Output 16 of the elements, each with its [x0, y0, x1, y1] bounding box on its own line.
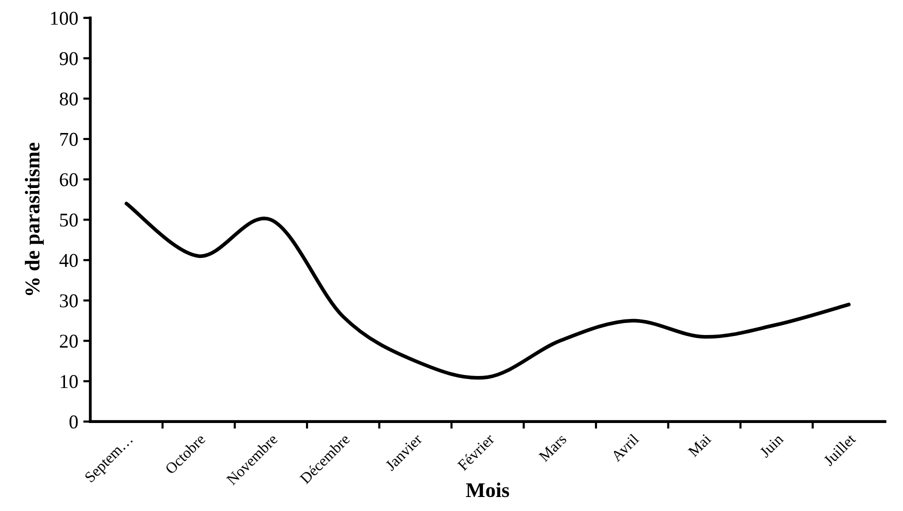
y-tick-label: 60	[60, 173, 78, 186]
y-tick-label: 50	[60, 214, 78, 227]
line-series	[124, 202, 851, 380]
x-tick-label: Juin	[759, 433, 784, 458]
y-tick-label: 40	[59, 254, 78, 268]
y-tick-label: 70	[60, 132, 78, 146]
x-tick-label: Mai	[688, 433, 712, 458]
y-tick-label: 20	[60, 334, 78, 348]
y-tick-label: 80	[60, 92, 78, 106]
x-axis-title: Mois	[466, 482, 510, 498]
y-tick-label: 100	[51, 12, 78, 25]
y-axis-title: % de parasitisme	[24, 142, 44, 296]
y-tick-label: 90	[60, 52, 78, 66]
y-tick-label: 0	[70, 415, 78, 429]
y-tick-label: 10	[60, 375, 78, 388]
y-tick-label: 30	[60, 294, 78, 308]
